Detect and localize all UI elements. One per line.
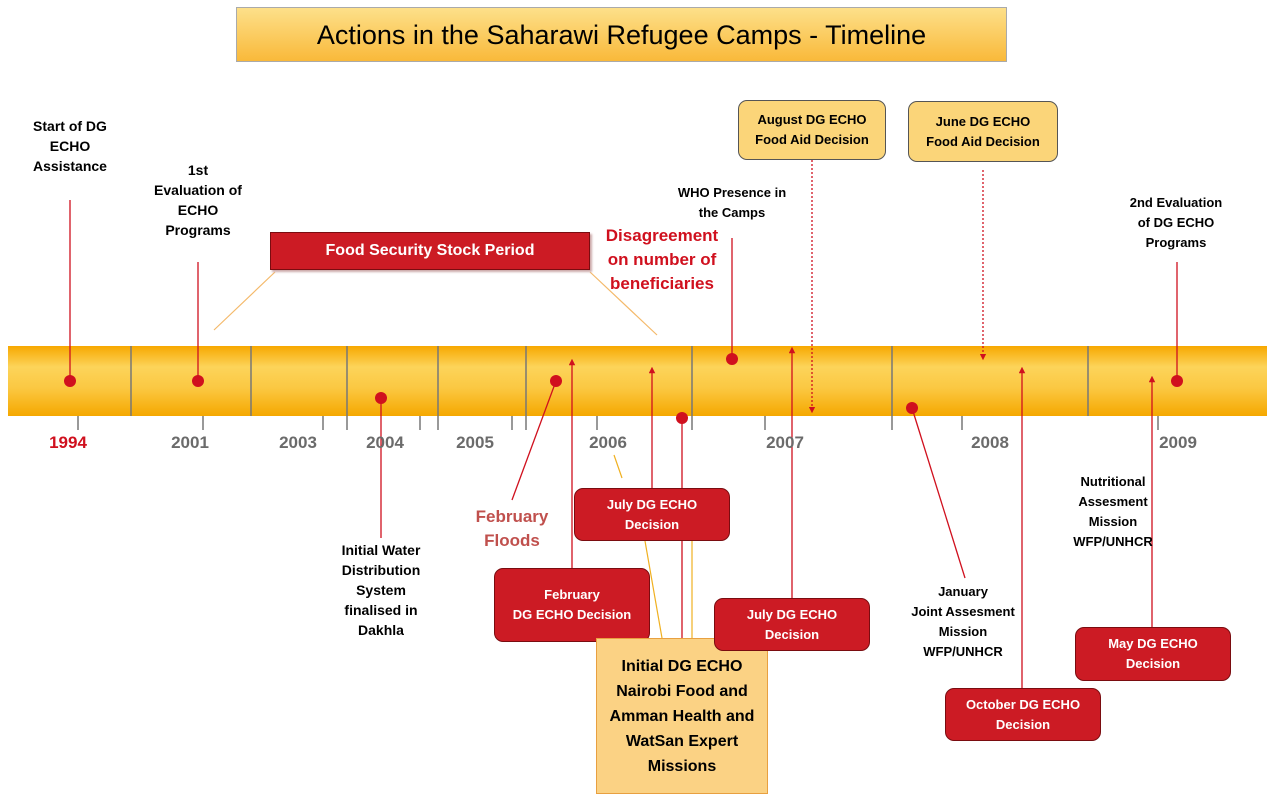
year: 2001 [171,433,209,452]
year: 2008 [971,433,1009,452]
event-label: Start of DG ECHO Assistance [33,118,107,174]
year: 2004 [366,433,404,452]
year: 2005 [456,433,494,452]
timeline-band [8,346,1267,416]
event-label: February Floods [475,507,549,550]
event-label: Nutritional Assesment Mission WFP/UNHCR [1073,474,1153,549]
connectors [213,271,693,639]
year: 2009 [1159,433,1197,452]
year: 2006 [589,433,627,452]
event-box: July DG ECHO Decision [714,598,870,651]
event-box: July DG ECHO Decision [574,488,730,541]
event-label: Initial Water Distribution System finali… [341,542,421,638]
period-box: Food Security Stock Period [270,232,590,270]
event-box: Initial DG ECHO Nairobi Food and Amman H… [596,638,768,794]
event-label: January Joint Assesment Mission WFP/UNHC… [911,584,1015,659]
event-dots [64,353,1183,424]
year: 2003 [279,433,317,452]
event-label: WHO Presence in the Camps [677,185,787,220]
event-box: June DG ECHO Food Aid Decision [908,101,1058,162]
event-box: October DG ECHO Decision [945,688,1101,741]
separators [77,346,1159,430]
event-label: 1st Evaluation of ECHO Programs [154,162,242,238]
year: 2007 [766,433,804,452]
event-box: August DG ECHO Food Aid Decision [738,100,886,160]
year: 1994 [49,433,87,452]
event-box: May DG ECHO Decision [1075,627,1231,681]
event-box: February DG ECHO Decision [494,568,650,642]
event-label: 2nd Evaluation of DG ECHO Programs [1129,195,1223,250]
event-label: Disagreement on number of beneficiaries [605,226,719,293]
title: Actions in the Saharawi Refugee Camps - … [236,7,1007,62]
event-lines [69,160,1178,688]
